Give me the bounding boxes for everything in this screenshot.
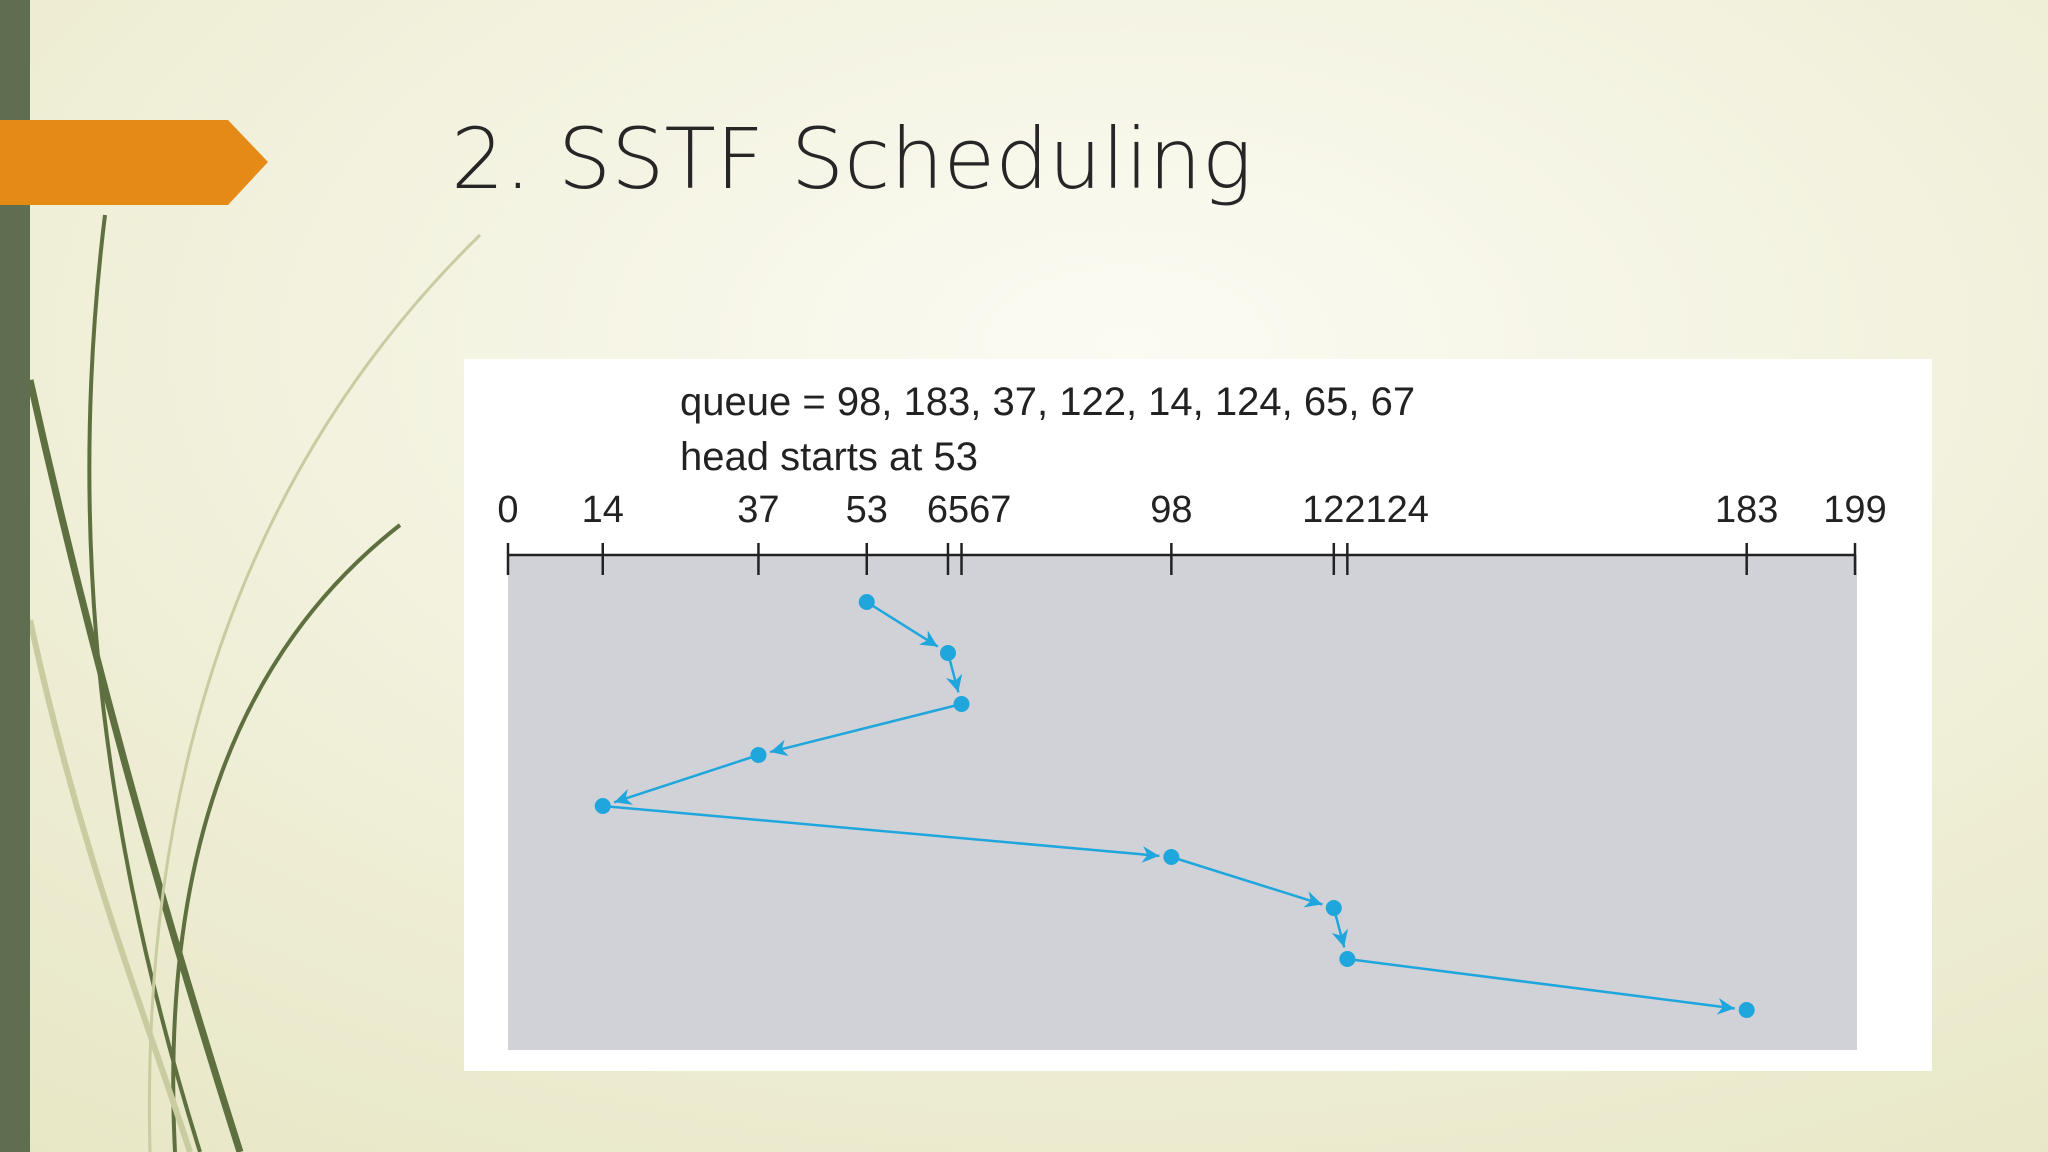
- curve: [171, 523, 402, 1152]
- x-tick-label: 0: [497, 489, 518, 531]
- path-segment: [1347, 957, 1735, 1015]
- path-segment: [866, 600, 939, 648]
- slide-title: 2. SSTF Scheduling: [451, 110, 1252, 208]
- x-tick-label: 124: [1366, 489, 1429, 531]
- head-position: [1163, 849, 1180, 865]
- plot-area: [508, 555, 1857, 1050]
- decoration: [26, 214, 482, 1152]
- head-position: [858, 594, 875, 610]
- head-position: [594, 798, 611, 814]
- head-position: [939, 645, 956, 661]
- head-position: [1339, 951, 1356, 967]
- path-segment: [613, 753, 759, 805]
- x-tick-label: 98: [1150, 489, 1192, 531]
- path-segment: [769, 702, 962, 757]
- head-position: [953, 696, 970, 712]
- head-position: [750, 747, 767, 763]
- x-tick-label: 14: [582, 489, 624, 531]
- x-tick-label: 65: [927, 489, 969, 531]
- x-tick-label: 199: [1823, 489, 1886, 531]
- path-segment: [1170, 855, 1323, 908]
- x-tick-label: 53: [846, 489, 888, 531]
- head-annotation: head starts at 53: [680, 435, 978, 479]
- x-tick-label: 122: [1302, 489, 1365, 531]
- curve: [26, 379, 244, 1152]
- x-tick-label: 67: [969, 489, 1011, 531]
- x-tick-label: 37: [737, 489, 779, 531]
- head-position: [1738, 1002, 1755, 1018]
- path-segment: [602, 804, 1160, 863]
- queue-annotation: queue = 98, 183, 37, 122, 14, 124, 65, 6…: [680, 380, 1415, 424]
- x-tick-label: 183: [1715, 489, 1778, 531]
- curve: [147, 233, 482, 1152]
- title-arrow: [0, 120, 268, 205]
- curve: [27, 619, 193, 1152]
- head-position: [1325, 900, 1342, 916]
